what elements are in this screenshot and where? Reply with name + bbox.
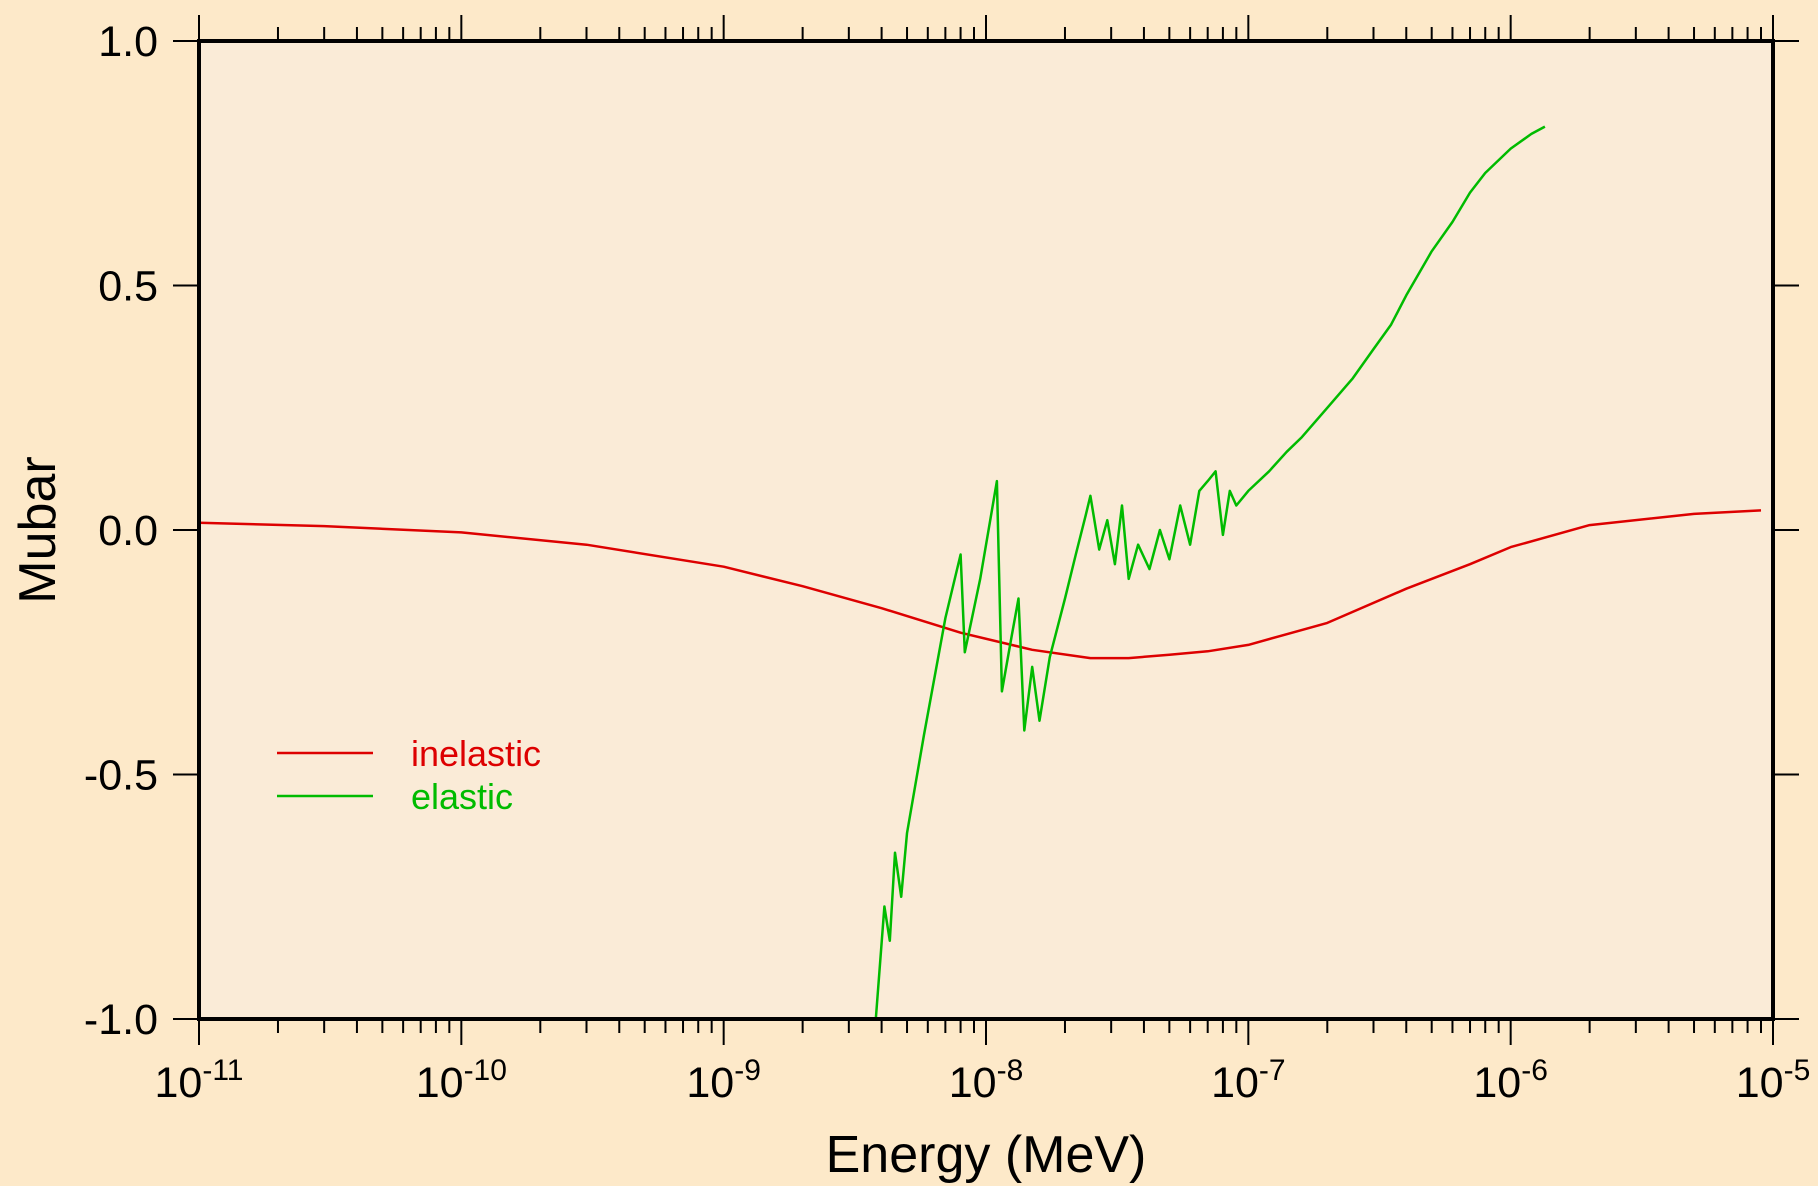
y-tick-label: -0.5 — [84, 752, 158, 800]
y-tick-label: 0.0 — [98, 507, 158, 555]
legend-label-elastic: elastic — [411, 776, 513, 817]
series-line-inelastic — [198, 509, 1762, 660]
x-tick-label: 10-9 — [686, 1054, 761, 1107]
x-tick-label: 10-10 — [416, 1054, 507, 1107]
series-line-elastic — [874, 125, 1546, 1020]
plot-frame — [197, 39, 1775, 1021]
x-tick-label: 10-6 — [1473, 1054, 1548, 1107]
y-tick-label: 1.0 — [98, 18, 158, 66]
x-tick-label: 10-5 — [1736, 1054, 1811, 1107]
legend-label-inelastic: inelastic — [411, 733, 541, 774]
x-tick-labels: 10-11 10-10 10-9 10-8 10-7 10-6 10-5 — [155, 1054, 1811, 1107]
series-layer — [198, 125, 1762, 1020]
x-tick-label: 10-8 — [949, 1054, 1024, 1107]
plot-area — [199, 41, 1773, 1019]
y-axis-title: Mubar — [9, 456, 67, 603]
y-tick-label: 0.5 — [98, 263, 158, 311]
axis-ticks — [173, 15, 1799, 1045]
y-tick-label: -1.0 — [84, 996, 158, 1044]
y-tick-labels: 1.0 0.5 0.0 -0.5 -1.0 — [84, 18, 158, 1044]
x-tick-label: 10-7 — [1211, 1054, 1286, 1107]
x-axis-title: Energy (MeV) — [826, 1126, 1147, 1184]
x-tick-label: 10-11 — [155, 1054, 244, 1107]
